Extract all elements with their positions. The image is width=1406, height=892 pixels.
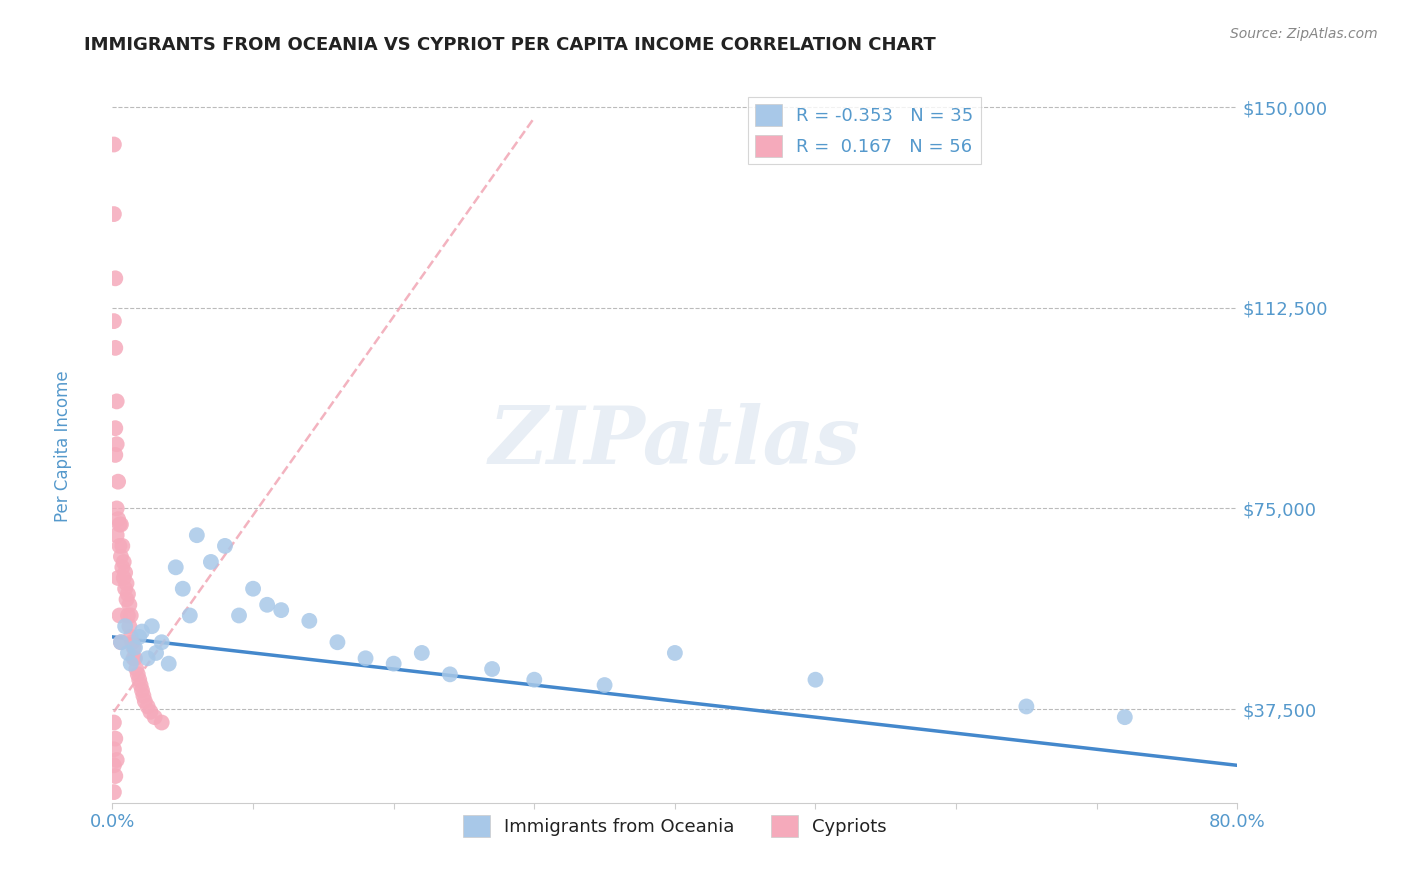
Point (103, 137, 125, 152)
Point (214, 539, 236, 553)
Point (354, 651, 377, 665)
Point (129, 678, 152, 692)
Point (131, 624, 153, 639)
Point (139, 705, 162, 719)
Point (150, 635, 173, 649)
Point (110, 517, 132, 532)
Point (125, 662, 148, 676)
Point (104, 448, 127, 462)
Point (157, 657, 180, 671)
Point (105, 528, 128, 542)
Point (111, 560, 134, 574)
Point (103, 715, 125, 730)
Point (110, 549, 132, 564)
Point (382, 657, 405, 671)
Point (121, 635, 143, 649)
Point (143, 710, 166, 724)
Point (165, 560, 187, 574)
Point (439, 667, 461, 681)
Point (127, 667, 149, 681)
Point (105, 437, 128, 451)
Point (186, 528, 208, 542)
Point (270, 603, 292, 617)
Point (110, 635, 132, 649)
Point (1015, 699, 1038, 714)
Point (141, 619, 163, 633)
Legend: Immigrants from Oceania, Cypriots: Immigrants from Oceania, Cypriots (456, 808, 894, 845)
Point (114, 582, 136, 596)
Point (104, 271, 127, 285)
Point (104, 421, 127, 435)
Point (172, 582, 194, 596)
Point (103, 207, 125, 221)
Point (117, 646, 139, 660)
Point (103, 758, 125, 772)
Point (326, 635, 349, 649)
Text: Source: ZipAtlas.com: Source: ZipAtlas.com (1230, 27, 1378, 41)
Point (128, 673, 150, 687)
Point (120, 657, 142, 671)
Point (228, 608, 250, 623)
Point (523, 673, 546, 687)
Point (124, 640, 146, 655)
Point (115, 576, 138, 591)
Point (298, 614, 321, 628)
Point (107, 512, 129, 526)
Point (128, 630, 150, 644)
Point (105, 394, 128, 409)
Point (411, 646, 433, 660)
Point (179, 608, 201, 623)
Point (105, 753, 128, 767)
Point (804, 673, 827, 687)
Point (481, 662, 503, 676)
Point (103, 314, 125, 328)
Point (114, 619, 136, 633)
Point (111, 539, 134, 553)
Point (104, 341, 127, 355)
Point (122, 651, 145, 665)
Point (117, 608, 139, 623)
Point (112, 571, 135, 585)
Point (122, 640, 145, 655)
Point (118, 598, 141, 612)
Point (114, 566, 136, 580)
Point (108, 539, 131, 553)
Point (200, 555, 222, 569)
Text: IMMIGRANTS FROM OCEANIA VS CYPRIOT PER CAPITA INCOME CORRELATION CHART: IMMIGRANTS FROM OCEANIA VS CYPRIOT PER C… (84, 36, 936, 54)
Point (103, 785, 125, 799)
Point (107, 475, 129, 489)
Point (256, 598, 278, 612)
Point (110, 635, 132, 649)
Point (134, 694, 156, 708)
Point (120, 608, 142, 623)
Point (104, 731, 127, 746)
Point (108, 517, 131, 532)
Point (105, 501, 128, 516)
Point (145, 646, 167, 660)
Point (112, 555, 135, 569)
Point (115, 592, 138, 607)
Point (136, 651, 159, 665)
Point (120, 630, 142, 644)
Point (1114, 710, 1136, 724)
Point (124, 651, 146, 665)
Point (136, 699, 159, 714)
Point (593, 678, 616, 692)
Text: ZIPatlas: ZIPatlas (489, 403, 860, 480)
Point (104, 769, 127, 783)
Text: Per Capita Income: Per Capita Income (55, 370, 72, 522)
Point (108, 608, 131, 623)
Point (107, 571, 129, 585)
Point (150, 715, 173, 730)
Point (131, 683, 153, 698)
Point (117, 587, 139, 601)
Point (103, 742, 125, 756)
Point (118, 619, 141, 633)
Point (664, 646, 686, 660)
Point (132, 689, 155, 703)
Point (242, 582, 264, 596)
